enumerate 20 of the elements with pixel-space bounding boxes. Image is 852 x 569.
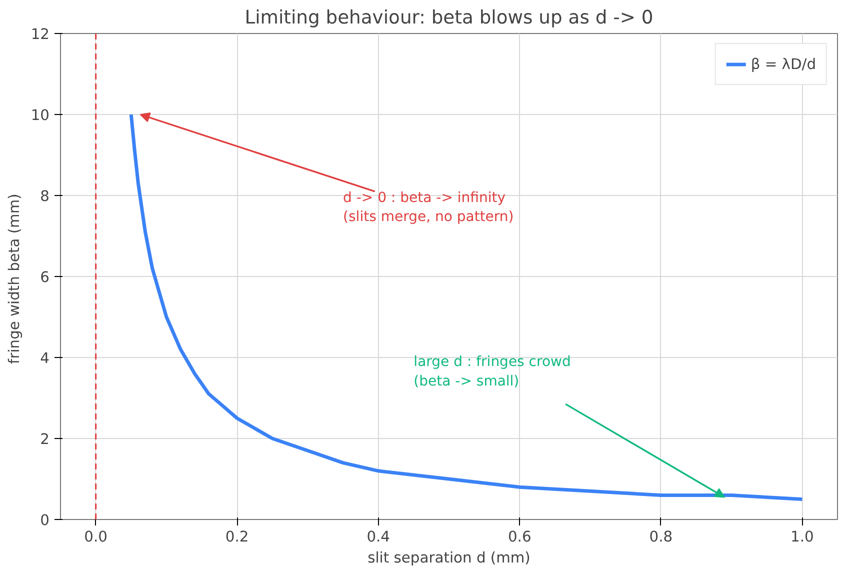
y-tick-label: 10 xyxy=(30,107,50,124)
annotation: d -> 0 : beta -> infinity (slits merge, no pattern) xyxy=(343,190,514,226)
x-tick-label: 1.0 xyxy=(790,528,814,546)
x-tick-label: 0.8 xyxy=(649,528,673,546)
annotation: large d : fringes crowd (beta -> small) xyxy=(414,354,571,390)
y-tick-label: 12 xyxy=(30,26,50,43)
legend-label: β = λD/d xyxy=(750,56,816,72)
line-series xyxy=(129,112,804,501)
y-tick-label: 4 xyxy=(40,350,50,367)
x-tick-label: 0.0 xyxy=(84,528,108,546)
x-axis-title: slit separation d (mm) xyxy=(368,550,530,566)
x-tick-label: 0.6 xyxy=(508,528,532,546)
y-tick-label: 2 xyxy=(40,431,50,448)
chart-title: Limiting behaviour: beta blows up as d -> 0 xyxy=(244,8,654,28)
y-tick-label: 6 xyxy=(40,269,50,286)
x-tick-label: 0.4 xyxy=(366,528,390,546)
y-tick-label: 8 xyxy=(40,188,50,205)
y-tick-label: 0 xyxy=(40,512,50,529)
x-tick-label: 0.2 xyxy=(225,528,249,546)
y-axis-title: fringe width beta (mm) xyxy=(6,194,23,364)
